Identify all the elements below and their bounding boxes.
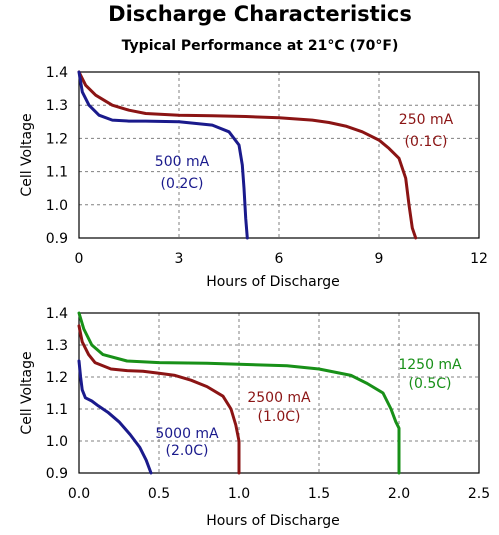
page-subtitle: Typical Performance at 21°C (70°F) [121,38,399,54]
x-tick-label: 0 [75,251,84,267]
y-tick-label: 0.9 [46,466,68,482]
series-line-red [77,70,418,240]
y-tick-label: 1.4 [46,306,68,322]
y-tick-label: 1.2 [46,370,68,386]
series-line-blue [77,70,249,240]
series-label: 5000 mA [155,426,219,442]
series-line-green [77,311,401,475]
y-tick-label: 1.4 [46,65,68,81]
x-tick-label: 0.0 [68,486,90,502]
series-label: 250 mA [399,112,454,128]
x-axis-label: Hours of Discharge [206,274,340,290]
x-tick-label: 12 [470,251,488,267]
x-tick-label: 2.5 [468,486,490,502]
x-axis-label: Hours of Discharge [206,513,340,529]
series-label: 2500 mA [247,390,311,406]
x-tick-label: 3 [175,251,184,267]
y-tick-label: 1.0 [46,434,68,450]
x-tick-label: 1.0 [228,486,250,502]
x-tick-label: 1.5 [308,486,330,502]
y-tick-label: 1.3 [46,338,68,354]
plot-frame [78,71,480,239]
series-label: (2.0C) [166,443,209,459]
y-axis-label: Cell Voltage [19,113,35,196]
series-label: (0.1C) [405,134,448,150]
page-title: Discharge Characteristics [108,2,412,26]
x-tick-label: 6 [275,251,284,267]
y-tick-label: 1.1 [46,402,68,418]
y-tick-label: 1.0 [46,198,68,214]
x-tick-label: 0.5 [148,486,170,502]
y-tick-label: 0.9 [46,231,68,247]
series-label: (1.0C) [258,409,301,425]
plot-frame [78,312,480,474]
y-axis-label: Cell Voltage [19,351,35,434]
chart-top: 250 mA (0.1C) 500 mA (0.2C) 0 3 6 9 12 0.9 1.0 1.1 1… [19,65,488,290]
series-label: (0.2C) [161,176,204,192]
series-label: 500 mA [155,154,210,170]
series-label: (0.5C) [409,376,452,392]
x-tick-label: 9 [375,251,384,267]
series-label: 1250 mA [398,357,462,373]
y-tick-label: 1.3 [46,98,68,114]
y-tick-label: 1.2 [46,131,68,147]
y-tick-label: 1.1 [46,165,68,181]
chart-bottom: 1250 mA (0.5C) 2500 mA (1.0C) 5000 mA(2.0C) 0… [19,306,490,529]
series-line-blue [77,359,153,475]
series-line-red [77,324,241,475]
x-tick-label: 2.0 [388,486,410,502]
